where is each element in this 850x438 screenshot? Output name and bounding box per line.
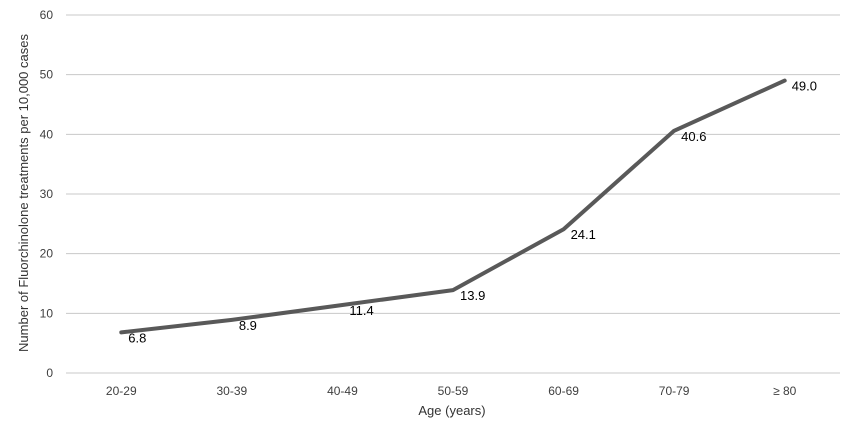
x-tick-label: 70-79: [659, 384, 690, 398]
x-axis-title: Age (years): [418, 403, 485, 418]
data-label: 8.9: [239, 318, 257, 333]
y-tick-label: 60: [40, 8, 54, 22]
data-label: 24.1: [571, 227, 596, 242]
data-labels: 6.8 8.9 11.4 13.9 24.1 40.6 49.0: [128, 79, 817, 346]
y-tick-label: 40: [40, 127, 54, 141]
x-tick-label: 20-29: [106, 384, 137, 398]
y-tick-label: 20: [40, 247, 54, 261]
y-tick-label: 50: [40, 68, 54, 82]
series-line: [119, 78, 787, 335]
x-tick-label: 30-39: [217, 384, 248, 398]
y-tick-label: 0: [46, 366, 53, 380]
y-tick-label: 10: [40, 306, 54, 320]
data-label: 13.9: [460, 288, 485, 303]
x-tick-label: ≥ 80: [773, 384, 797, 398]
y-axis-title: Number of Fluorchinolone treatments per …: [16, 34, 31, 352]
data-label: 6.8: [128, 330, 146, 345]
x-axis-ticks: 20-29 30-39 40-49 50-59 60-69 70-79 ≥ 80: [106, 384, 797, 398]
y-axis-ticks: 0 10 20 30 40 50 60: [40, 8, 54, 380]
y-tick-label: 30: [40, 187, 54, 201]
data-label: 49.0: [792, 79, 817, 94]
x-tick-label: 60-69: [548, 384, 579, 398]
gridlines: [66, 14, 840, 374]
x-tick-label: 40-49: [327, 384, 358, 398]
x-tick-label: 50-59: [438, 384, 469, 398]
data-label: 11.4: [349, 303, 373, 318]
data-label: 40.6: [681, 129, 706, 144]
